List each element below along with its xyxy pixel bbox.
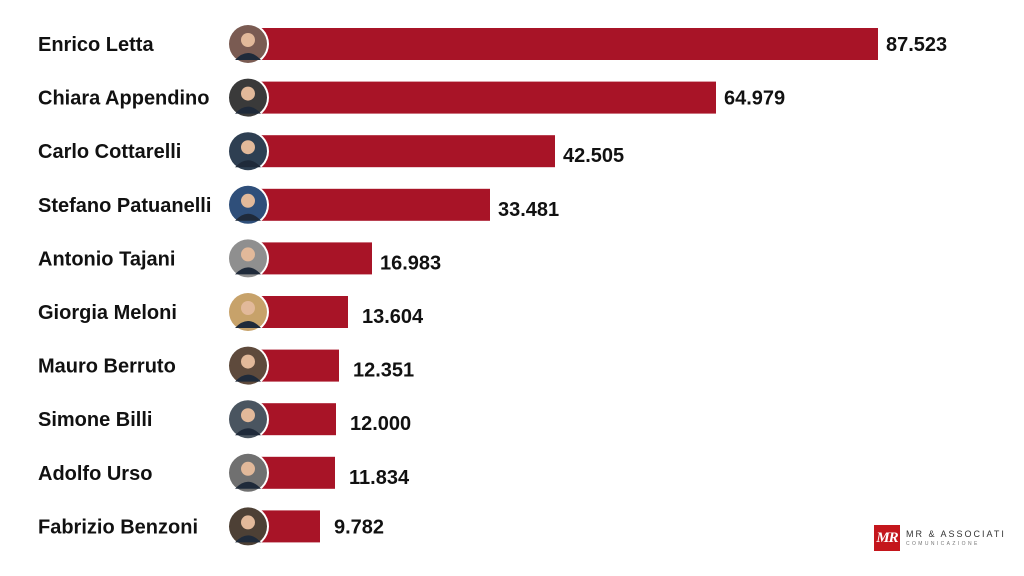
category-label: Enrico Letta [38,34,154,56]
value-label: 64.979 [724,88,785,110]
value-label: 16.983 [380,252,441,274]
value-label: 12.000 [350,413,411,435]
category-label: Stefano Patuanelli [38,195,211,217]
category-label: Chiara Appendino [38,88,209,110]
bar [250,81,716,114]
avatar-icon [227,183,269,226]
avatar-icon [227,398,269,441]
avatar-icon [227,130,269,173]
bar [250,242,372,275]
value-label: 9.782 [334,516,384,538]
logo-mark-icon: MR [874,525,900,551]
avatar-icon [227,237,269,280]
category-label: Giorgia Meloni [38,302,177,324]
avatar-icon [227,344,269,387]
bar [250,135,555,168]
value-label: 42.505 [563,145,624,167]
category-label: Fabrizio Benzoni [38,516,198,538]
category-label: Simone Billi [38,409,152,431]
avatar-icon [227,23,269,65]
category-label: Adolfo Urso [38,463,152,485]
bar [250,28,878,60]
value-label: 87.523 [886,34,947,56]
bar [250,188,490,221]
category-label: Mauro Berruto [38,356,176,378]
logo-subtitle: COMUNICAZIONE [906,540,980,547]
value-label: 33.481 [498,199,559,221]
avatar-icon [227,76,269,119]
category-label: Carlo Cottarelli [38,141,181,163]
brand-logo: MR MR & ASSOCIATI COMUNICAZIONE [874,524,1006,552]
category-label: Antonio Tajani [38,248,175,270]
avatar-icon [227,505,269,548]
logo-name: MR & ASSOCIATI [906,528,1006,539]
value-label: 11.834 [349,467,410,489]
avatar-icon [227,291,269,333]
avatar-icon [227,451,269,494]
value-label: 12.351 [353,360,414,382]
value-label: 13.604 [362,306,424,328]
